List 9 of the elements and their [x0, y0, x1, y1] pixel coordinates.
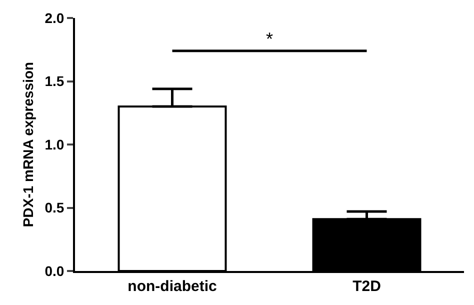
- x-tick-label: non-diabetic: [128, 278, 217, 295]
- annotation: *: [266, 29, 274, 49]
- y-axis-title: PDX-1 mRNA expression: [20, 62, 36, 228]
- y-tick-label: 2.0: [44, 10, 64, 26]
- y-tick-label: 0.0: [44, 262, 64, 279]
- x-tick-label: T2D: [352, 278, 382, 295]
- y-tick-label: 1.5: [44, 73, 64, 90]
- y-tick-label: 0.5: [44, 200, 64, 216]
- y-tick-label: 1.0: [44, 136, 64, 152]
